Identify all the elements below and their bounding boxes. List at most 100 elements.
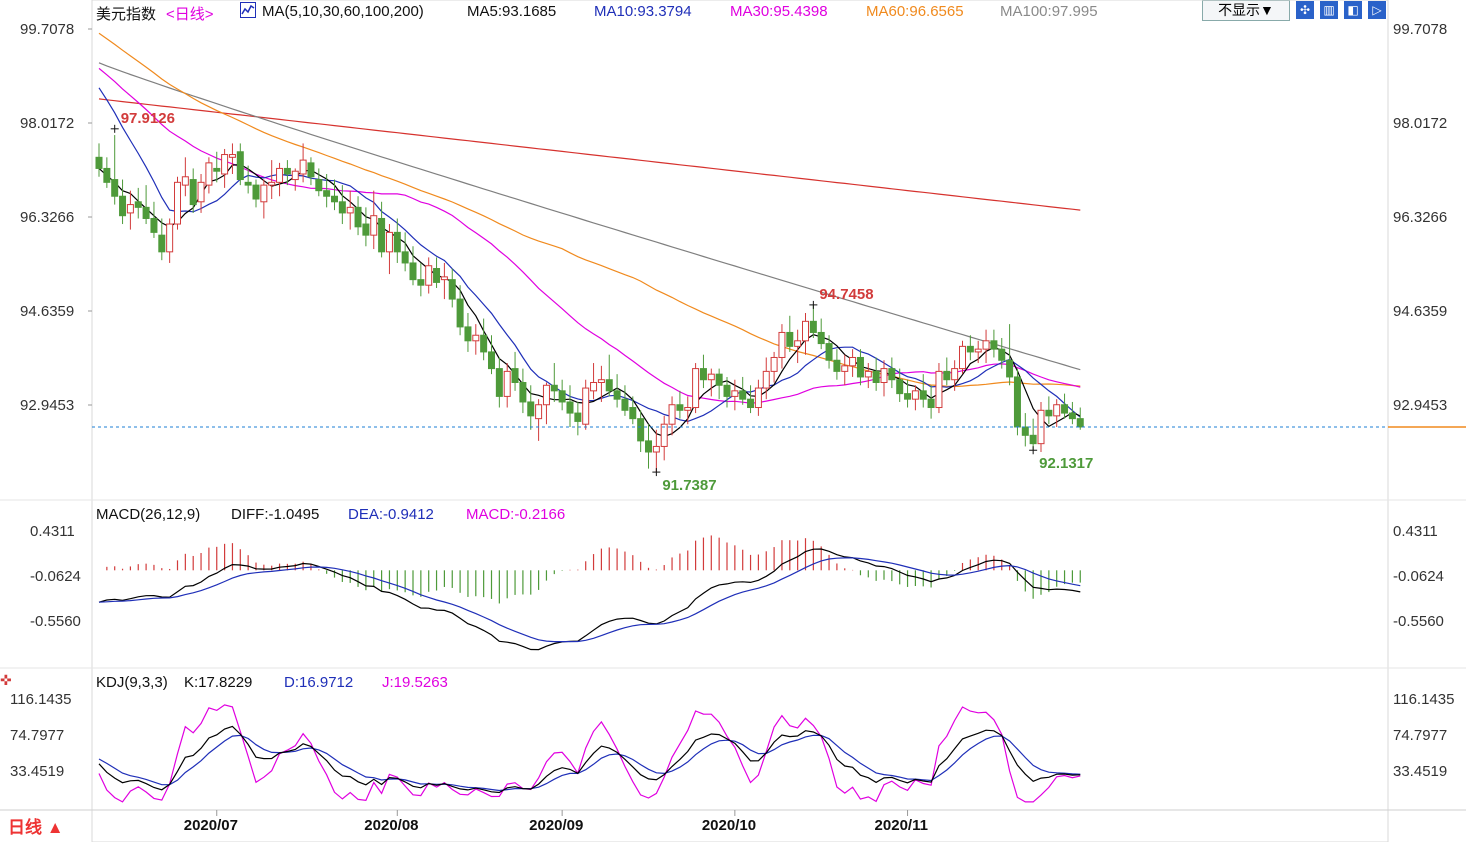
- period-link[interactable]: <日线>: [166, 6, 214, 23]
- price-y-tick-label-left: 92.9453: [20, 397, 74, 414]
- candle-body: [668, 404, 676, 425]
- layout-icon-3[interactable]: ▷: [1368, 1, 1386, 19]
- candle: [904, 379, 912, 408]
- candle-body: [990, 340, 998, 350]
- candle: [998, 338, 1006, 369]
- low-annotation: 91.7387: [662, 477, 716, 494]
- candle: [221, 148, 229, 188]
- candle-body: [872, 370, 880, 383]
- candle-body: [833, 359, 841, 372]
- layout-icon-1[interactable]: ▥: [1320, 1, 1338, 19]
- candle-body: [1068, 412, 1076, 420]
- candle-body: [323, 190, 331, 197]
- candle-body: [409, 262, 417, 281]
- candle-body: [480, 334, 488, 353]
- macd-title: MACD(26,12,9): [96, 506, 201, 523]
- candle-body: [590, 381, 598, 392]
- candle: [495, 357, 503, 408]
- price-y-tick-label-left: 94.6359: [20, 303, 74, 320]
- candle: [370, 190, 378, 250]
- candle: [409, 246, 417, 286]
- price-y-tick-label-right: 94.6359: [1393, 303, 1447, 320]
- ma-chart-icon[interactable]: [240, 2, 256, 18]
- candle-body: [354, 206, 362, 228]
- candle: [158, 218, 166, 261]
- high-annotation: 94.7458: [819, 286, 873, 303]
- candle: [974, 340, 982, 364]
- candle-body: [488, 351, 495, 370]
- candle: [315, 168, 323, 197]
- layout-icon-2[interactable]: ◧: [1344, 1, 1362, 19]
- candle-body: [213, 167, 221, 172]
- candle: [378, 201, 386, 258]
- macd-diff-line: [98, 548, 1081, 651]
- candle: [707, 368, 715, 397]
- candle-body: [126, 204, 134, 214]
- price-y-tick-label-left: 99.7078: [20, 21, 74, 38]
- candle: [856, 349, 864, 386]
- candle: [770, 351, 778, 383]
- candle-body: [692, 368, 700, 409]
- candle: [323, 173, 331, 208]
- high-annotation: 97.9126: [121, 110, 175, 127]
- candle: [896, 368, 904, 402]
- candle: [574, 401, 582, 436]
- candle: [605, 354, 613, 397]
- candle-body: [982, 340, 990, 350]
- candle: [558, 379, 566, 411]
- candle: [338, 185, 346, 225]
- candle-body: [401, 251, 409, 264]
- crosshair-icon[interactable]: ✜: [0, 672, 12, 688]
- ma5-line: [98, 163, 1081, 438]
- candle: [488, 335, 495, 375]
- candle: [919, 374, 927, 408]
- candle-body: [707, 373, 715, 381]
- candle: [276, 162, 284, 197]
- ma100-line: [98, 62, 1081, 371]
- kdj-y-tick-label-right: 116.1435: [1393, 691, 1454, 708]
- candle-body: [535, 404, 543, 420]
- candle-body: [111, 179, 119, 197]
- price-y-tick-label-right: 99.7078: [1393, 21, 1447, 38]
- candle: [982, 329, 990, 364]
- candle: [119, 179, 127, 225]
- candle: [731, 379, 739, 411]
- candle-body: [433, 268, 441, 283]
- candle-body: [1076, 418, 1084, 428]
- candle-body: [731, 390, 739, 397]
- candle: [550, 363, 558, 402]
- candle: [817, 318, 825, 350]
- candle-body: [904, 393, 912, 400]
- candle-body: [189, 179, 197, 206]
- x-tick-label: 2020/11: [875, 817, 928, 834]
- candle-body: [346, 206, 354, 214]
- plot-frame: [91, 0, 1389, 842]
- candle: [346, 190, 354, 230]
- candle: [833, 349, 841, 380]
- candle-body: [1021, 426, 1029, 436]
- candle: [739, 376, 747, 405]
- candle-body: [660, 423, 668, 447]
- timeframe-selector[interactable]: 日线 ▲: [8, 818, 64, 837]
- grid-icon[interactable]: ✣: [1296, 1, 1314, 19]
- candle-body: [951, 368, 959, 381]
- macd-y-tick-label-left: -0.5560: [30, 613, 81, 630]
- candle-body: [754, 387, 762, 409]
- kdj-title: KDJ(9,3,3): [96, 674, 168, 691]
- candle: [754, 379, 762, 416]
- candle-body: [299, 159, 307, 175]
- x-tick-label: 2020/09: [529, 817, 583, 834]
- candle-body: [1029, 434, 1037, 445]
- candle: [393, 218, 401, 263]
- candle: [205, 157, 213, 194]
- candle-body: [629, 407, 637, 420]
- kdj-d-line: [98, 734, 1081, 792]
- price-y-tick-label-left: 98.0172: [20, 115, 74, 132]
- macd-y-tick-label-right: -0.5560: [1393, 613, 1444, 630]
- candle-body: [927, 398, 935, 409]
- candle-body: [880, 368, 888, 383]
- candle-body: [228, 154, 236, 158]
- candle-body: [134, 201, 142, 208]
- candle-body: [966, 345, 974, 353]
- candle-body: [896, 379, 904, 395]
